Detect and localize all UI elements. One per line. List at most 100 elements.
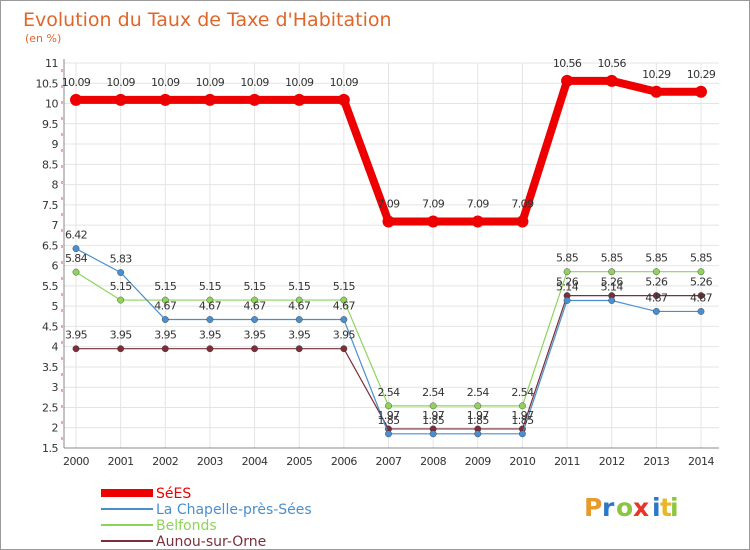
data-point [429, 430, 437, 438]
legend-label: La Chapelle-près-Sées [156, 502, 312, 518]
data-point [608, 268, 616, 276]
data-label: 10.09 [330, 76, 359, 89]
legend-label: SéES [156, 486, 191, 502]
data-point [652, 308, 660, 315]
data-label: 3.95 [333, 329, 356, 342]
data-point [382, 215, 395, 228]
data-label: 5.83 [110, 253, 133, 266]
data-point [474, 402, 482, 410]
y-tick-label: 3.5 [42, 361, 58, 374]
data-label: 5.15 [244, 280, 267, 293]
data-label: 5.15 [199, 280, 222, 293]
data-point [251, 345, 258, 353]
y-tick-label: 2 [52, 422, 59, 435]
data-label: 5.85 [690, 252, 713, 265]
y-tick-label: 3 [52, 381, 59, 394]
data-point [652, 292, 660, 300]
y-tick-label: 8.5 [42, 158, 58, 171]
legend-label: Aunou-sur-Orne [156, 534, 266, 549]
data-label: 5.26 [690, 276, 713, 289]
data-point [161, 345, 169, 353]
logo-letter: P [584, 493, 602, 522]
data-label: 10.09 [151, 76, 180, 89]
grid [64, 62, 719, 449]
data-label: 5.85 [556, 252, 579, 265]
data-point [697, 292, 705, 300]
data-point [340, 316, 348, 323]
data-label: 5.26 [556, 276, 579, 289]
data-point [203, 93, 216, 106]
data-point [206, 296, 214, 304]
data-label: 1.97 [511, 409, 534, 422]
data-point [72, 268, 80, 276]
data-point [519, 430, 526, 438]
data-point [248, 93, 261, 106]
data-label: 5.15 [333, 280, 356, 293]
data-label: 5.84 [65, 252, 88, 265]
data-point [608, 297, 616, 304]
data-label: 1.97 [467, 409, 490, 422]
data-point [251, 316, 258, 323]
data-label: 2.54 [377, 386, 400, 399]
x-tick-label: 2007 [376, 455, 402, 468]
data-label: 10.09 [196, 76, 225, 89]
data-label: 4.67 [333, 300, 356, 313]
x-tick-label: 2013 [643, 455, 669, 468]
data-label: 1.97 [422, 409, 445, 422]
data-label: 4.67 [244, 300, 267, 313]
data-point [340, 296, 348, 304]
data-point [695, 85, 707, 98]
y-tick-label: 1.5 [42, 442, 58, 455]
series-group [70, 74, 707, 438]
logo-letter: r [602, 493, 615, 522]
y-tick-label: 5 [52, 300, 59, 313]
logo-letter: i [670, 493, 679, 522]
data-label: 5.26 [601, 276, 624, 289]
data-point [563, 297, 571, 304]
data-point [295, 316, 303, 323]
data-label: 3.95 [110, 329, 133, 342]
data-label: 5.15 [288, 280, 311, 293]
data-labels: 10.09 10.09 10.09 10.09 10.09 10.09 10.09 7.09 7… [62, 57, 717, 427]
y-tick-label: 10.5 [36, 77, 59, 90]
data-point [117, 345, 125, 353]
data-label: 1.85 [511, 414, 534, 427]
data-label: 1.85 [377, 414, 400, 427]
data-label: 5.14 [601, 280, 624, 293]
logo-letter: t [660, 493, 672, 522]
data-point [650, 85, 663, 98]
y-tick-label: 11 [45, 57, 58, 70]
data-point [605, 74, 618, 87]
chart-subtitle: (en %) [25, 32, 61, 45]
data-label: 3.95 [288, 329, 311, 342]
data-label: 3.95 [244, 329, 267, 342]
data-label: 4.87 [690, 291, 713, 304]
data-point [652, 268, 660, 276]
y-tick-label: 10 [45, 98, 58, 111]
logo-letter: x [633, 493, 649, 522]
data-point [427, 215, 440, 228]
data-label: 1.97 [377, 409, 400, 422]
data-point [471, 215, 484, 228]
data-point [293, 93, 306, 106]
data-label: 4.67 [154, 300, 177, 313]
data-label: 6.42 [65, 229, 87, 242]
data-point [117, 269, 125, 276]
data-label: 10.29 [687, 68, 716, 81]
data-label: 2.54 [467, 386, 490, 399]
data-point [114, 93, 127, 106]
logo-letter: i [652, 493, 661, 522]
x-tick-label: 2014 [688, 455, 714, 468]
x-tick-label: 2008 [420, 455, 446, 468]
x-tick-label: 2006 [331, 455, 357, 468]
y-tick-label: 9.5 [42, 118, 58, 131]
data-label: 10.09 [62, 76, 91, 89]
x-tick-label: 2000 [63, 455, 89, 468]
y-tick-label: 8 [52, 179, 59, 192]
data-point [385, 402, 392, 410]
data-point [161, 316, 169, 323]
data-label: 1.85 [422, 414, 445, 427]
